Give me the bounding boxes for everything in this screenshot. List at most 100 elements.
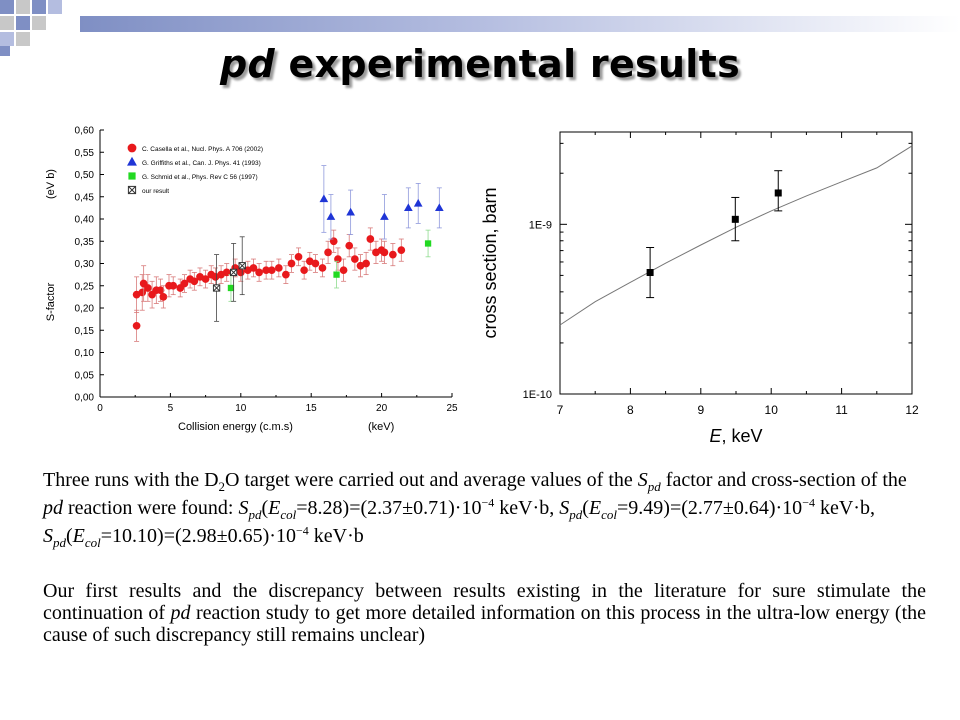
result-E-sub: col (601, 507, 617, 522)
data-point (731, 215, 739, 223)
data-point (159, 293, 168, 301)
data-point (229, 268, 238, 277)
header-gradient-bar (80, 16, 960, 32)
result-open: ( (66, 525, 73, 547)
data-point (389, 250, 397, 259)
data-point (350, 255, 359, 263)
result-unit: keV·b, (494, 497, 560, 519)
result-S: S (238, 497, 249, 519)
x-axis-label-italic: E (709, 426, 722, 446)
corner-square (48, 0, 62, 14)
corner-decoration (0, 0, 62, 56)
data-point (156, 286, 165, 295)
slide-title-italic: pd (219, 42, 275, 86)
x-axis-label-unit: , keV (721, 426, 762, 446)
cross-section-chart-marks (559, 145, 913, 326)
data-point (169, 281, 178, 290)
data-point (326, 212, 336, 220)
result-open: ( (261, 497, 269, 519)
y-tick-label: 0,40 (75, 215, 95, 226)
s-factor-chart-axes: 0,00 0,05 0,10 0,15 0,20 0,25 0,30 0,35 0,40 0,45… (45, 126, 458, 434)
result-E: E (72, 525, 85, 547)
result-exponent: −4 (481, 495, 495, 510)
data-point (646, 269, 654, 277)
y-tick-label: 0,35 (75, 237, 95, 248)
results-text-3: factor and cross-section of the (660, 469, 907, 491)
result-E: E (588, 497, 602, 519)
y-tick-label: 0,15 (75, 326, 95, 337)
x-tick-label: 5 (168, 403, 174, 414)
data-point (434, 203, 444, 212)
legend-marker (128, 172, 136, 180)
corner-square (16, 0, 30, 14)
result-item: Spd(Ecol=10.10)=(2.98±0.65)·10−4 keV·b (43, 524, 364, 550)
data-point (144, 284, 152, 292)
data-point (222, 268, 231, 277)
y-tick-label: 0,05 (75, 370, 95, 381)
results-text-2: O target were carried out and average va… (225, 469, 638, 491)
y-tick-label: 0,50 (75, 170, 95, 181)
y-axis-label: cross section, barn (480, 187, 500, 338)
result-value: =8.28)=(2.37±0.71)·10 (296, 497, 482, 519)
data-point (345, 241, 354, 250)
corner-square (32, 16, 46, 30)
slide-title: pd experimental results (0, 42, 960, 86)
results-S: S (637, 469, 648, 491)
data-point (334, 255, 342, 263)
y-axis-label: S-factor (45, 282, 57, 321)
data-point (287, 259, 296, 268)
data-point (180, 279, 189, 288)
result-unit: keV·b, (814, 497, 875, 519)
corner-square (0, 46, 10, 56)
data-point (227, 284, 235, 292)
s-factor-chart: 0,00 0,05 0,10 0,15 0,20 0,25 0,30 0,35 0,40 0,45… (45, 126, 458, 434)
x-tick-label: 8 (627, 403, 634, 417)
data-point-x2 (213, 284, 221, 292)
conclusion-pd: pd (170, 602, 191, 624)
x-tick-label: 20 (376, 403, 388, 414)
results-sub-2: 2 (218, 479, 226, 494)
result-E-sub: col (84, 535, 101, 550)
results-paragraph: Three runs with the D2O target were carr… (43, 466, 926, 550)
data-point (324, 248, 332, 257)
results-S-sub: pd (647, 479, 661, 494)
fit-curve (559, 145, 913, 326)
data-point (236, 268, 245, 277)
y-tick-label: 0,30 (75, 259, 95, 270)
data-point (333, 271, 340, 278)
legend-marker (127, 156, 137, 166)
corner-square (0, 0, 14, 14)
conclusion-text-1: Our first results and the discrepancy be… (43, 580, 926, 624)
legend-label: G. Schmid et al., Phys. Rev C 56 (1997) (142, 174, 258, 181)
result-item: Spd(Ecol=8.28)=(2.37±0.71)·10−4 keV·b, (238, 495, 560, 521)
data-point (132, 321, 141, 330)
corner-square (0, 32, 14, 46)
legend-marker (127, 185, 137, 195)
x-tick-label: 7 (557, 403, 564, 417)
data-point (346, 207, 355, 216)
data-point (190, 277, 199, 286)
x-tick-label: 12 (905, 403, 919, 417)
y-tick-label: 0,25 (75, 281, 95, 292)
legend-marker-x2 (128, 186, 136, 194)
result-S: S (43, 525, 53, 547)
s-factor-chart-legend: C. Casella et al., Nucl. Phys. A 706 (20… (127, 143, 263, 195)
data-point-x2 (230, 268, 238, 276)
data-point (212, 284, 221, 292)
corner-square (0, 16, 14, 30)
result-exponent: −4 (802, 495, 815, 510)
results-text-1: Three runs with the D (43, 469, 219, 491)
data-point (404, 203, 413, 212)
corner-square (16, 16, 30, 30)
x-axis-label: Collision energy (c.m.s) (178, 421, 293, 433)
x-axis-unit: (keV) (368, 421, 394, 433)
result-S: S (559, 497, 570, 519)
y-tick-label: 1E-9 (529, 219, 552, 231)
data-point (238, 262, 246, 270)
corner-square (16, 32, 30, 46)
x-axis-label: E, keV (709, 426, 762, 446)
legend-label: C. Casella et al., Nucl. Phys. A 706 (20… (142, 146, 263, 153)
result-E: E (268, 497, 281, 519)
results-list: Spd(Ecol=8.28)=(2.37±0.71)·10−4 keV·b, S… (43, 495, 875, 550)
cross-section-chart: 7 8 9 10 11 12 1E-10 1E-9 E, keV cross section, b… (480, 131, 919, 446)
